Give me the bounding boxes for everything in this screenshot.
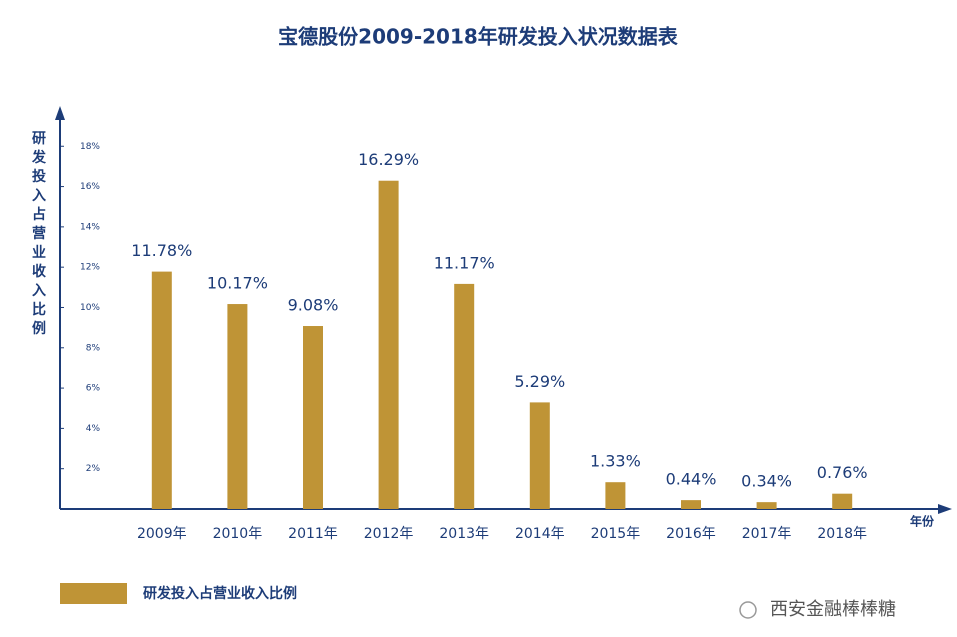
bar bbox=[151, 271, 172, 509]
value-label: 0.44% bbox=[666, 470, 717, 489]
x-tick-label: 2016年 bbox=[666, 526, 716, 542]
x-tick-label: 2010年 bbox=[213, 526, 263, 542]
bar bbox=[681, 500, 701, 509]
bar bbox=[454, 283, 475, 509]
value-label: 16.29% bbox=[358, 150, 419, 169]
legend-label: 研发投入占营业收入比例 bbox=[143, 585, 297, 602]
bar bbox=[303, 326, 323, 509]
bar bbox=[378, 180, 399, 509]
y-tick-label: 6% bbox=[86, 384, 101, 394]
x-axis-arrow bbox=[938, 504, 952, 514]
y-tick-label: 12% bbox=[80, 263, 100, 273]
bar bbox=[529, 402, 550, 509]
bar bbox=[832, 493, 853, 509]
y-tick-label: 16% bbox=[80, 182, 100, 192]
y-tick-label: 18% bbox=[80, 142, 100, 152]
value-label: 0.76% bbox=[817, 463, 868, 482]
x-axis-label: 年份 bbox=[910, 514, 935, 529]
value-label: 10.17% bbox=[207, 274, 268, 293]
x-tick-label: 2014年 bbox=[515, 526, 565, 542]
bar bbox=[756, 502, 777, 509]
y-tick-label: 2% bbox=[86, 464, 101, 474]
value-label: 11.17% bbox=[434, 253, 495, 272]
value-label: 5.29% bbox=[514, 372, 565, 391]
x-tick-label: 2009年 bbox=[137, 526, 187, 542]
y-axis-arrow bbox=[55, 106, 65, 120]
y-tick-label: 14% bbox=[80, 222, 100, 232]
watermark: 西安金融棒棒糖 bbox=[770, 599, 896, 620]
y-tick-label: 10% bbox=[80, 303, 100, 313]
x-tick-label: 2017年 bbox=[742, 526, 792, 542]
bar bbox=[605, 482, 626, 509]
y-tick-label: 4% bbox=[86, 424, 101, 434]
value-label: 1.33% bbox=[590, 452, 641, 471]
x-tick-label: 2013年 bbox=[439, 526, 489, 542]
watermark-icon bbox=[739, 601, 757, 619]
bar bbox=[227, 304, 248, 509]
value-label: 9.08% bbox=[288, 296, 339, 315]
x-tick-label: 2015年 bbox=[591, 526, 641, 542]
legend-swatch bbox=[60, 583, 127, 604]
x-tick-label: 2018年 bbox=[817, 526, 867, 542]
chart-title: 宝德股份2009-2018年研发投入状况数据表 bbox=[278, 25, 679, 49]
y-axis-label: 研发投入占营业收入比例 bbox=[32, 131, 46, 337]
value-label: 0.34% bbox=[741, 472, 792, 491]
x-tick-label: 2012年 bbox=[364, 526, 414, 542]
y-tick-label: 8% bbox=[86, 343, 101, 353]
x-tick-label: 2011年 bbox=[288, 526, 338, 542]
value-label: 11.78% bbox=[131, 241, 192, 260]
